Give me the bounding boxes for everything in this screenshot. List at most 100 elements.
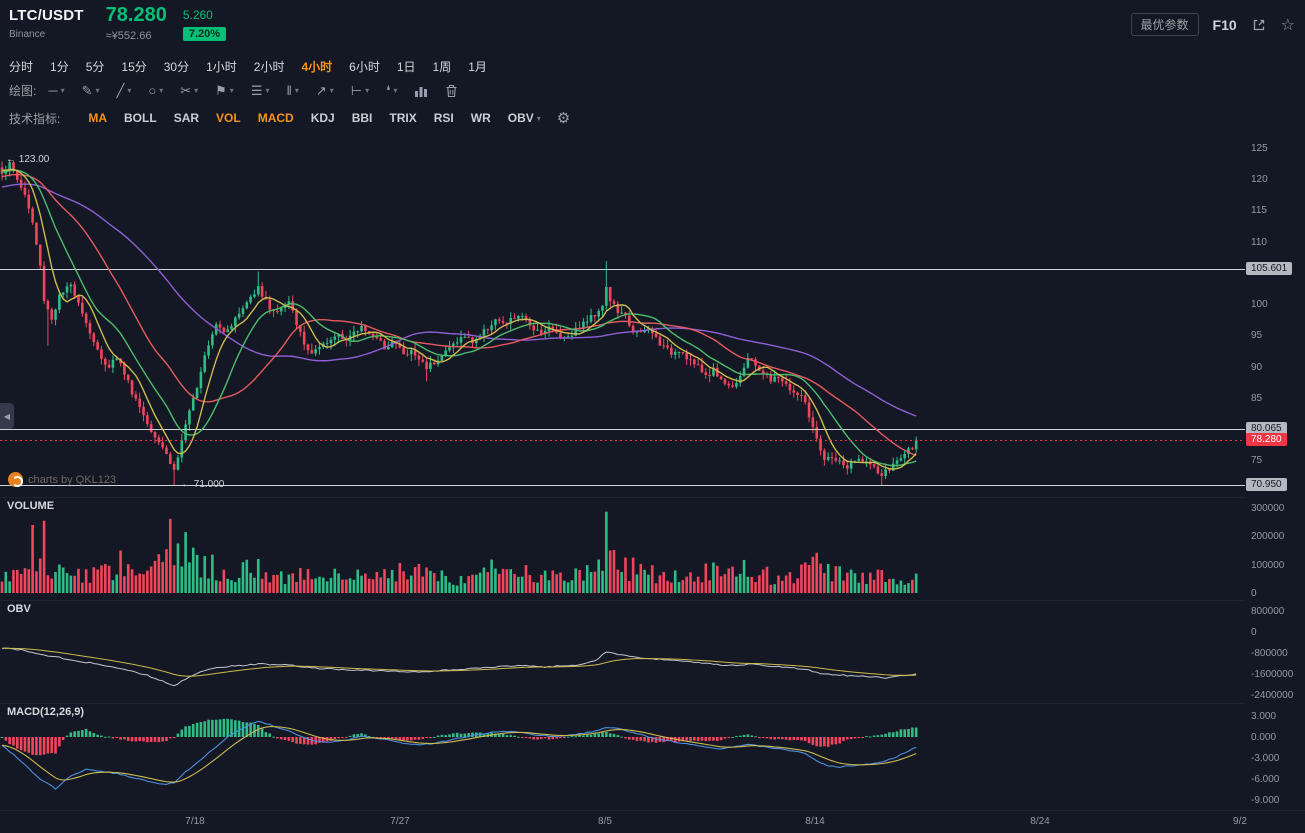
exchange-label: Binance — [9, 29, 46, 40]
timeframe-item-0[interactable]: 分时 — [9, 59, 34, 74]
trendline-tool[interactable]: ╱ ▾ — [117, 84, 132, 97]
horizontal-line-tool[interactable]: ─ ▾ — [48, 84, 64, 97]
indicator-sar[interactable]: SAR — [174, 111, 199, 125]
chevron-down-icon: ▾ — [536, 113, 541, 123]
bars-tool[interactable]: ‖ ▾ — [286, 84, 298, 97]
indicator-kdj[interactable]: KDJ — [311, 111, 335, 125]
indicator-macd[interactable]: MACD — [258, 111, 294, 125]
macd-tick: 0.000 — [1251, 732, 1277, 743]
visible-high-annotation: ← 123.00 — [6, 154, 50, 165]
pencil-tool[interactable]: ✎ ▾ — [82, 84, 100, 97]
flag-tool-icon: ⚑ — [215, 83, 227, 98]
price-tick: 115 — [1251, 205, 1267, 217]
obv-tick: 800000 — [1251, 606, 1285, 617]
flag-tool[interactable]: ⚑ ▾ — [215, 84, 234, 97]
price-tick: 120 — [1251, 174, 1268, 186]
measure-tool[interactable]: ⊢ ▾ — [351, 84, 369, 97]
indicator-obv[interactable]: OBV ▾ — [508, 111, 541, 125]
comment-tool[interactable]: ❛ ▾ — [386, 84, 397, 97]
date-tick: 8/14 — [805, 816, 825, 827]
timeframe-item-8[interactable]: 6小时 — [349, 59, 380, 74]
list-tool[interactable]: ☰ ▾ — [251, 84, 270, 97]
indicator-trix[interactable]: TRIX — [389, 111, 416, 125]
indicator-label: MACD — [257, 111, 294, 125]
timeframe-item-3[interactable]: 15分 — [121, 59, 147, 74]
chevron-down-icon: ▾ — [95, 86, 100, 95]
indicator-rsi[interactable]: RSI — [434, 111, 454, 125]
price-tick: 85 — [1251, 392, 1263, 404]
comment-tool-icon: ❛ — [386, 83, 391, 98]
volume-tick: 100000 — [1251, 559, 1285, 571]
indicator-label: BOLL — [124, 111, 157, 125]
indicator-label: KDJ — [310, 111, 335, 125]
timeframe-item-9[interactable]: 1日 — [396, 59, 416, 74]
column-chart-icon — [415, 86, 428, 97]
scissors-tool[interactable]: ✂ ▾ — [180, 84, 198, 97]
price-axis[interactable]: 125 120 115 110 100 95 90 85 75 105.601 80.065 70.9… — [1245, 133, 1305, 810]
indicator-settings-icon[interactable]: ⚙ — [556, 110, 571, 127]
indicator-bbi[interactable]: BBI — [352, 111, 373, 125]
date-tick: 7/27 — [390, 816, 410, 827]
list-tool-icon: ☰ — [250, 83, 263, 98]
chevron-down-icon: ▾ — [60, 86, 65, 95]
timeframe-item-10[interactable]: 1周 — [432, 59, 452, 74]
obv-panel-title: OBV — [7, 603, 31, 615]
volume-tick: 200000 — [1251, 531, 1285, 543]
arrow-tool-icon: ↗ — [315, 83, 327, 98]
timeframe-item-5[interactable]: 1小时 — [206, 59, 237, 74]
favorite-star-button[interactable]: ☆ — [1280, 16, 1295, 34]
trash-icon — [446, 84, 457, 97]
timeframe-item-4[interactable]: 30分 — [163, 59, 190, 74]
indicator-label: VOL — [216, 111, 241, 125]
indicator-label: MA — [88, 111, 108, 125]
indicator-boll[interactable]: BOLL — [124, 111, 157, 125]
macd-tick: -9.000 — [1251, 795, 1280, 806]
arrow-tool[interactable]: ↗ ▾ — [316, 84, 334, 97]
ellipse-tool[interactable]: ○ ▾ — [148, 84, 163, 97]
timeframe-item-2[interactable]: 5分 — [85, 59, 105, 74]
header-actions: 最优参数 F10 ☆ — [1130, 13, 1295, 36]
fullscreen-button[interactable] — [1251, 17, 1267, 33]
chevron-down-icon: ▾ — [365, 86, 370, 95]
indicator-items: MA BOLL SAR VOL MACD KDJ BBI TRIX RSI WR OBV ▾ — [88, 111, 540, 125]
timeframe-item-11[interactable]: 1月 — [468, 59, 487, 74]
indicator-ma[interactable]: MA — [88, 111, 107, 125]
horizontal-line-tool-icon: ─ — [48, 83, 58, 98]
level-badge: 70.950 — [1246, 478, 1287, 492]
date-tick: 8/24 — [1030, 816, 1050, 827]
f10-button[interactable]: F10 — [1212, 16, 1237, 33]
delete-drawings-button[interactable] — [445, 84, 458, 98]
column-chart-button[interactable] — [414, 84, 428, 98]
obv-tick: -800000 — [1251, 648, 1288, 659]
indicators-label: 技术指标: — [9, 111, 61, 126]
best-params-button[interactable]: 最优参数 — [1130, 13, 1199, 36]
price-chart-canvas[interactable] — [0, 133, 1245, 810]
price-tick: 100 — [1251, 299, 1268, 311]
timeframe-item-6[interactable]: 2小时 — [253, 59, 285, 74]
timeframe-item-1[interactable]: 1分 — [50, 59, 69, 74]
chevron-down-icon: ▾ — [229, 86, 234, 95]
indicator-vol[interactable]: VOL — [216, 111, 241, 125]
indicator-bar: 技术指标: MA BOLL SAR VOL MACD KDJ BBI TRIX RSI WR OBV… — [0, 103, 1305, 133]
watermark: charts by QKL123 — [8, 472, 116, 487]
pencil-tool-icon: ✎ — [81, 83, 93, 98]
volume-tick: 0 — [1251, 588, 1257, 599]
price-block: 78.280 ≈¥552.66 — [106, 4, 167, 42]
timeframe-bar: 分时 1分 5分 15分 30分 1小时 2小时 4小时 6小时 1日 1周 1月 — [0, 54, 1305, 78]
collapse-panel-handle[interactable]: ◀ — [0, 403, 14, 429]
timeframe-item-7[interactable]: 4小时 — [301, 59, 333, 74]
price-tick: 95 — [1251, 330, 1263, 342]
change-percent-badge: 7.20% — [182, 27, 227, 41]
expand-icon — [1253, 19, 1264, 30]
qkl123-logo-icon — [8, 472, 23, 487]
indicator-label: TRIX — [389, 111, 417, 125]
macd-tick: -6.000 — [1251, 774, 1280, 785]
indicator-wr[interactable]: WR — [471, 111, 491, 125]
obv-tick: 0 — [1251, 627, 1257, 638]
time-axis[interactable]: 7/18 7/27 8/5 8/14 8/24 9/2 — [0, 810, 1305, 833]
cny-price: ≈¥552.66 — [105, 30, 152, 42]
measure-tool-icon: ⊢ — [350, 83, 363, 98]
date-tick: 7/18 — [185, 816, 205, 827]
price-tick: 125 — [1251, 142, 1268, 154]
